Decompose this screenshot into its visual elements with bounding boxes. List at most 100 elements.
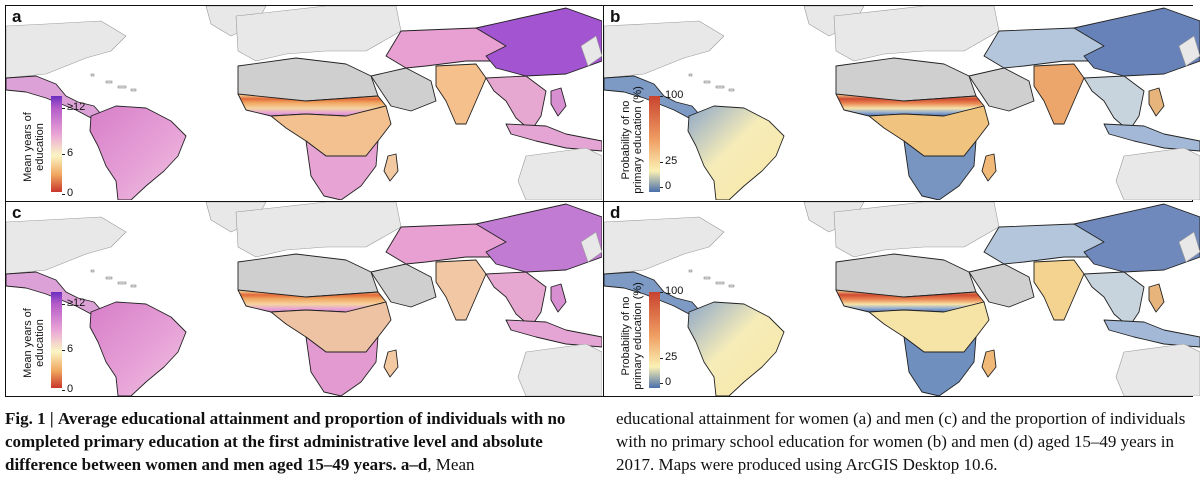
panel-label-b: b [610,7,621,26]
legend-tick-label: 25 [665,155,678,167]
region-madagascar [981,349,997,378]
region-japan [580,35,602,67]
caribbean-island [688,269,693,273]
region-north-america [6,20,127,79]
region-china [475,203,602,273]
region-indonesia [1103,319,1200,348]
legend-tick-label: 6 [67,343,74,355]
legend-title-line2: education [34,123,46,171]
region-india [435,63,487,125]
legend-tick-label: 100 [665,285,684,297]
choropleth-map [6,202,602,396]
region-madagascar [383,349,399,378]
legend-color-bar [649,96,660,192]
region-philippines [550,87,567,117]
legend-tick-label: 0 [665,376,672,388]
region-philippines [550,283,567,313]
caption-bold-text: Average educational attainment and propo… [5,409,566,474]
region-europe [833,202,1000,258]
legend-title-line2: primary education (%) [632,86,644,194]
region-south-america [89,301,187,396]
map-panel-c: c Mean years of education ≥12 6 0 [6,202,602,396]
legend-tick-label: 25 [665,351,678,363]
legend-years: Mean years of education ≥12 6 0 [22,90,92,199]
region-philippines [1148,87,1165,117]
legend-tick-mark [660,187,663,188]
legend-title: Mean years of education [22,294,46,392]
region-south-america [687,105,785,200]
map-panel-a: a Mean years of education ≥12 6 0 [6,6,602,200]
choropleth-map [604,6,1200,200]
legend-color-bar [649,292,660,388]
legend-tick-mark [660,383,663,384]
region-indonesia [505,319,602,348]
region-japan [580,231,602,263]
legend-probability: Probability of no primary education (%) 10… [620,86,690,196]
region-china [475,7,602,77]
caption-left-column: Fig. 1 | Average educational attainment … [5,407,585,476]
legend-tick-mark [62,304,65,305]
region-india [435,259,487,321]
region-australia [517,147,602,200]
region-australia [1115,147,1200,200]
legend-title: Probability of no primary education (%) [620,280,644,392]
region-europe [833,6,1000,62]
region-madagascar [383,153,399,182]
panel-label-a: a [12,7,22,26]
legend-tick-mark [660,162,663,163]
region-india [1033,259,1085,321]
legend-title-line1: Mean years of [22,112,34,182]
caption-right-column: educational attainment for women (a) and… [616,407,1200,476]
region-europe [235,202,402,258]
legend-tick-mark [660,358,663,359]
region-south-america [687,301,785,396]
legend-tick-mark [62,154,65,155]
panel-label-d: d [610,203,621,222]
horizontal-divider [6,201,1192,203]
panel-label-c: c [12,203,22,222]
legend-title-line1: Probability of no [620,296,632,376]
legend-tick-label: 0 [67,383,74,395]
choropleth-map [604,202,1200,396]
legend-tick-label: 0 [67,187,74,199]
region-philippines [1148,283,1165,313]
region-japan [1178,35,1200,67]
legend-title-line1: Probability of no [620,100,632,180]
legend-tick-mark [62,390,65,391]
caribbean-island [703,80,711,84]
choropleth-map [6,6,602,200]
region-se-asia [1083,75,1145,132]
caption-right-text: educational attainment for women (a) and… [616,409,1186,474]
legend-tick-mark [660,292,663,293]
region-south-africa [305,140,379,200]
region-south-africa [903,140,977,200]
legend-probability: Probability of no primary education (%) 10… [620,282,690,392]
caribbean-island [130,284,137,288]
caption-text-after-range: , Mean [427,455,475,474]
caribbean-island [90,269,95,273]
map-panel-d: d Probability of no primary education (%) 1… [604,202,1200,396]
caption-fig-label: Fig. 1 | [5,409,54,428]
legend-tick-mark [660,96,663,97]
region-madagascar [981,153,997,182]
caribbean-island [117,281,127,285]
region-europe [235,6,402,62]
caption-bold-range: a–d [400,455,428,474]
region-south-america [89,105,187,200]
legend-tick-label: 6 [67,147,74,159]
region-north-america [604,216,725,275]
caribbean-island [703,276,711,280]
caribbean-island [715,85,725,89]
region-australia [1115,343,1200,396]
region-japan [1178,231,1200,263]
region-indonesia [1103,123,1200,152]
legend-title-line2: education [34,319,46,367]
region-china [1073,7,1200,77]
region-india [1033,63,1085,125]
legend-tick-label: ≥12 [67,101,86,113]
caribbean-island [117,85,127,89]
caribbean-island [728,88,735,92]
legend-tick-label: 100 [665,89,684,101]
legend-color-bar [51,292,62,388]
region-china [1073,203,1200,273]
